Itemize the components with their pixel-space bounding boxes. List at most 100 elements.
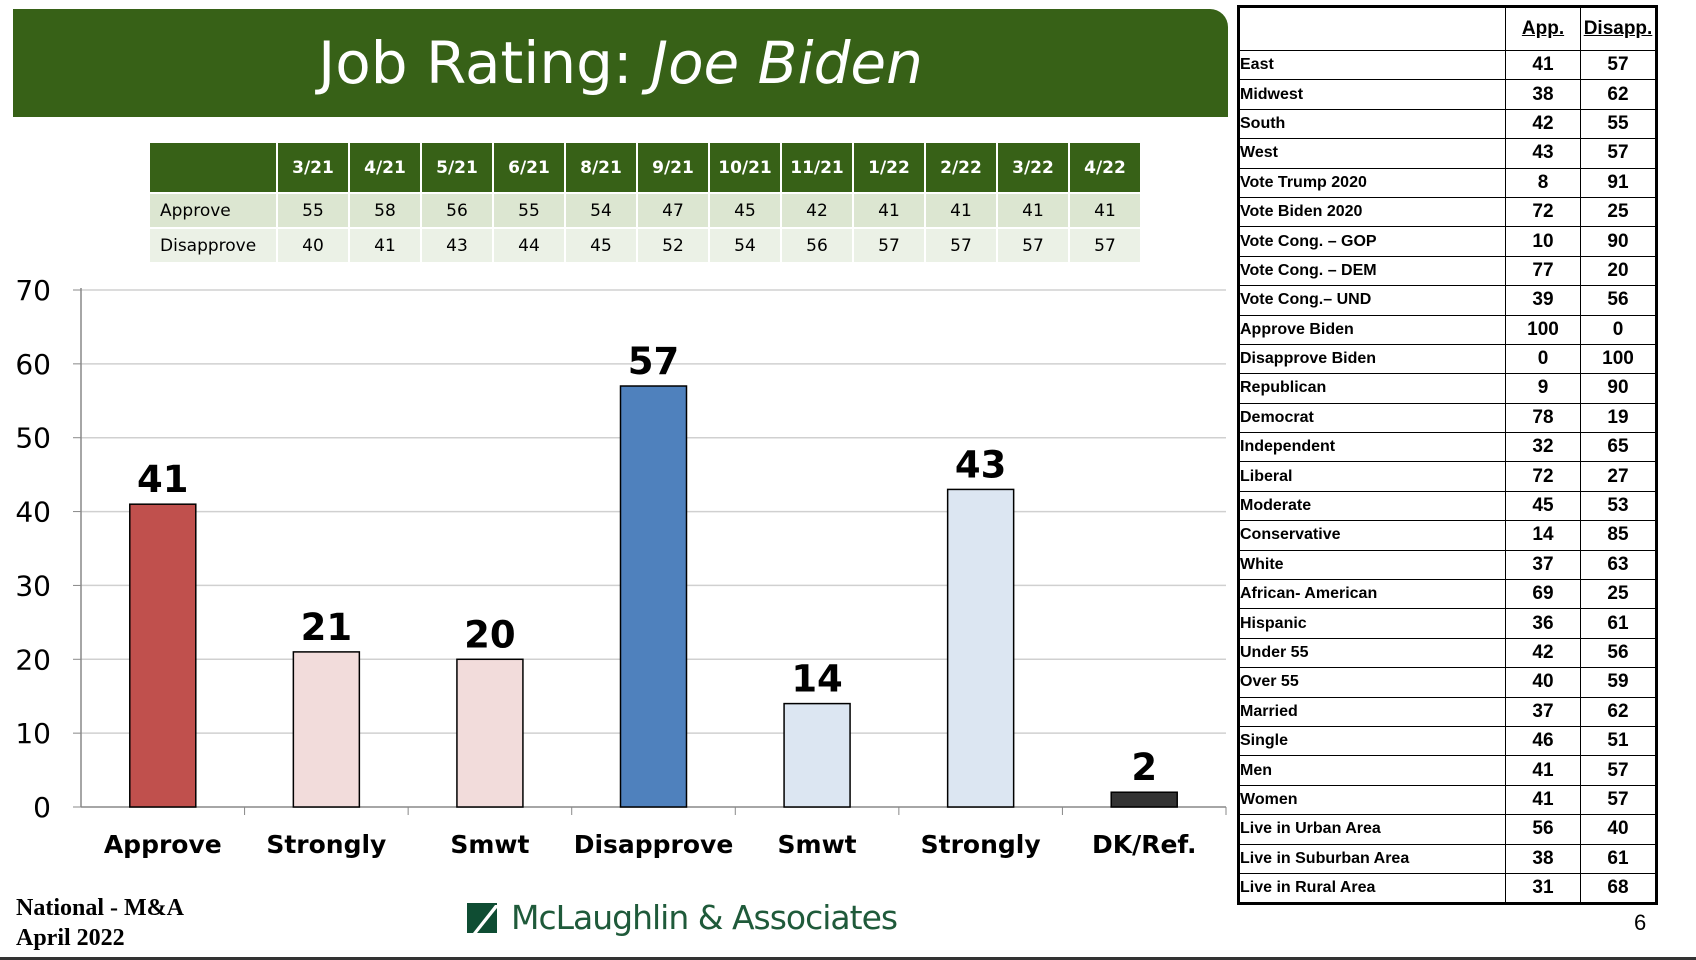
category-label: Smwt (778, 830, 857, 859)
data-label: 41 (137, 458, 189, 501)
approve-value: 39 (1505, 285, 1581, 316)
approve-value: 0 (1505, 343, 1581, 375)
demo-row: Disapprove Biden 0 100 (1238, 343, 1657, 375)
y-tick-label: 70 (15, 274, 51, 307)
data-label: 2 (1131, 746, 1157, 789)
approve-value: 56 (1505, 814, 1581, 845)
category-label: DK/Ref. (1092, 830, 1196, 859)
disapprove-value: 59 (1580, 667, 1657, 698)
approve-value: 14 (1505, 520, 1581, 551)
bar (292, 651, 361, 808)
bottom-rule (0, 957, 1696, 960)
bar (1110, 791, 1178, 808)
trend-column-header: 3/22 (996, 141, 1070, 194)
footer-survey: National - M&A (16, 895, 184, 921)
demo-row: Vote Cong. – GOP 10 90 (1238, 226, 1657, 257)
demo-row: Live in Rural Area 31 68 (1238, 872, 1657, 905)
demo-row: Democrat 78 19 (1238, 402, 1657, 434)
demo-row-label: South (1238, 108, 1506, 140)
disapprove-value: 57 (1580, 784, 1657, 816)
approve-value: 38 (1505, 79, 1581, 110)
trend-cell: 57 (1068, 227, 1142, 264)
approve-value: 77 (1505, 255, 1581, 287)
trend-column-header: 9/21 (636, 141, 710, 194)
demo-row-label: Vote Cong. – GOP (1238, 226, 1506, 257)
trend-row: Disapprove 40 41 43 44 45 52 54 56 57 57 57 57 (148, 227, 1142, 264)
approve-value: 72 (1505, 196, 1581, 228)
demo-row: Republican 9 90 (1238, 373, 1657, 404)
demo-row: Under 55 42 56 (1238, 637, 1657, 669)
corner-cell (1238, 6, 1506, 51)
approve-value: 38 (1505, 843, 1581, 874)
disapprove-value: 63 (1580, 549, 1657, 581)
trend-cell: 41 (1068, 192, 1142, 229)
approve-value: 37 (1505, 549, 1581, 581)
demo-row-label: Independent (1238, 432, 1506, 463)
disapprove-value: 62 (1580, 696, 1657, 727)
trend-cell: 54 (708, 227, 782, 264)
disapprove-value: 65 (1580, 432, 1657, 463)
approve-value: 31 (1505, 872, 1581, 905)
demo-row-label: Midwest (1238, 79, 1506, 110)
trend-cell: 57 (924, 227, 998, 264)
trend-cell: 54 (564, 192, 638, 229)
demo-row: East 41 57 (1238, 49, 1657, 81)
data-label: 57 (628, 340, 680, 383)
disapprove-value: 100 (1580, 343, 1657, 375)
approve-value: 41 (1505, 49, 1581, 81)
demo-row: Married 37 62 (1238, 696, 1657, 727)
demo-row: West 43 57 (1238, 138, 1657, 169)
disapprove-value: 90 (1580, 226, 1657, 257)
demo-row: White 37 63 (1238, 549, 1657, 581)
title: Job Rating: (318, 29, 633, 97)
trend-column-header: 1/22 (852, 141, 926, 194)
trend-header-row: 3/21 4/21 5/21 6/21 8/21 9/21 10/21 11/21 1/22 2/… (148, 141, 1142, 194)
demo-row-label: White (1238, 549, 1506, 581)
disapprove-value: 91 (1580, 167, 1657, 198)
trend-column-header: 3/21 (276, 141, 350, 194)
disapprove-value: 90 (1580, 373, 1657, 404)
demo-row: Hispanic 36 61 (1238, 608, 1657, 639)
disapprove-value: 27 (1580, 461, 1657, 492)
logo-text: McLaughlin & Associates (511, 898, 898, 937)
demo-row-label: Under 55 (1238, 637, 1506, 669)
trend-column-header: 4/22 (1068, 141, 1142, 194)
disapprove-value: 51 (1580, 725, 1657, 757)
disapprove-value: 57 (1580, 755, 1657, 786)
demo-row-label: Married (1238, 696, 1506, 727)
category-label: Approve (104, 830, 222, 859)
title-banner: Job Rating: Joe Biden (13, 9, 1228, 117)
trend-cell: 41 (996, 192, 1070, 229)
demo-row-label: Over 55 (1238, 667, 1506, 698)
demo-row: Men 41 57 (1238, 755, 1657, 786)
demo-row: African- American 69 25 (1238, 579, 1657, 610)
trend-cell: 52 (636, 227, 710, 264)
demo-column-header: App. (1505, 6, 1581, 51)
demo-row-label: Liberal (1238, 461, 1506, 492)
y-tick-label: 40 (15, 496, 51, 529)
demo-row: Women 41 57 (1238, 784, 1657, 816)
demo-row-label: Live in Suburban Area (1238, 843, 1506, 874)
demo-row: Vote Cong. – DEM 77 20 (1238, 255, 1657, 287)
disapprove-value: 85 (1580, 520, 1657, 551)
data-label: 43 (955, 443, 1007, 486)
disapprove-value: 56 (1580, 637, 1657, 669)
demographics-table: App. Disapp. East 41 57 Midwest 38 62 South 42 55 W… (1237, 5, 1658, 906)
trend-column-header: 11/21 (780, 141, 854, 194)
demo-row: Live in Urban Area 56 40 (1238, 814, 1657, 845)
disapprove-value: 53 (1580, 490, 1657, 522)
demo-row-label: East (1238, 49, 1506, 81)
demo-row: South 42 55 (1238, 108, 1657, 140)
demo-row-label: Live in Urban Area (1238, 814, 1506, 845)
data-label: 20 (464, 613, 516, 656)
demo-row-label: Vote Biden 2020 (1238, 196, 1506, 228)
demo-row-label: Conservative (1238, 520, 1506, 551)
page-number: 6 (1634, 910, 1647, 935)
approve-value: 10 (1505, 226, 1581, 257)
demo-row-label: West (1238, 138, 1506, 169)
trend-cell: 41 (924, 192, 998, 229)
trend-cell: 57 (852, 227, 926, 264)
approve-value: 40 (1505, 667, 1581, 698)
demo-row-label: Republican (1238, 373, 1506, 404)
y-tick-label: 10 (15, 717, 51, 750)
